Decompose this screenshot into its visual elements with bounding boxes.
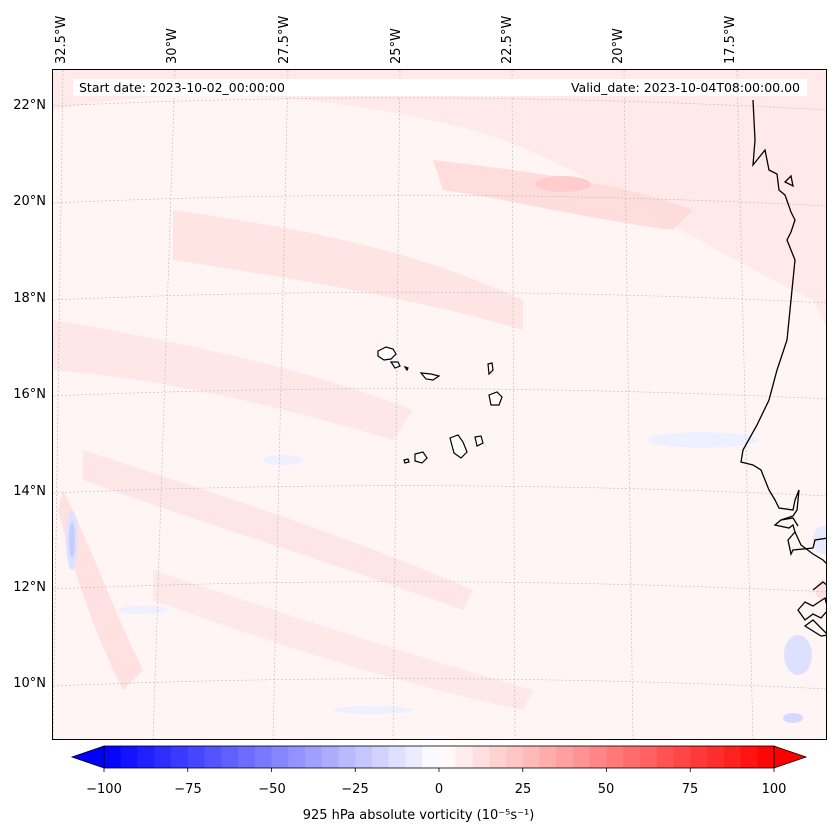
colorbar-segment	[171, 746, 189, 768]
island-maio	[474, 435, 484, 447]
colorbar-ticks	[103, 768, 775, 772]
colorbar-segment	[589, 746, 607, 768]
colorbar-segment	[204, 746, 222, 768]
colorbar-segment	[455, 746, 473, 768]
island-sao-vicente	[389, 361, 401, 369]
vorticity-field	[53, 70, 826, 723]
colorbar-segment	[656, 746, 674, 768]
colorbar-segment	[338, 746, 356, 768]
lon-label-20w: 20°W	[611, 28, 626, 64]
colorbar-segment	[740, 746, 758, 768]
colorbar-segment	[405, 746, 423, 768]
colorbar-segment	[489, 746, 507, 768]
colorbar-segment	[388, 746, 406, 768]
colorbar-tick-label: −75	[174, 782, 202, 797]
colorbar-segment	[288, 746, 306, 768]
date-header-strip	[73, 79, 807, 96]
africa-coastline	[740, 99, 826, 556]
colorbar-segment	[422, 746, 440, 768]
colorbar-tick-label: −25	[341, 782, 369, 797]
colorbar-segment	[305, 746, 323, 768]
colorbar-segment	[355, 746, 373, 768]
colorbar-segment	[221, 746, 239, 768]
lat-label-22n: 22°N	[13, 98, 46, 113]
lat-label-18n: 18°N	[13, 291, 46, 306]
lat-label-12n: 12°N	[13, 580, 46, 595]
colorbar-segment	[757, 746, 775, 768]
lat-label-14n: 14°N	[13, 484, 46, 499]
vorticity-map	[53, 70, 826, 739]
colorbar-tick-label: 50	[597, 782, 615, 797]
valid-date-label: Valid_date: 2023-10-04T08:00:00.00	[570, 80, 800, 95]
colorbar-segment	[254, 746, 272, 768]
lon-label-32-5w: 32.5°W	[54, 15, 69, 64]
colorbar-tick-label: −100	[86, 782, 122, 797]
colorbar-segment	[238, 746, 256, 768]
lon-label-25w: 25°W	[389, 28, 404, 64]
colorbar-segment	[271, 746, 289, 768]
colorbar-segment	[372, 746, 390, 768]
island-santa-luzia	[403, 365, 409, 372]
island-santo-antao	[377, 346, 397, 361]
colorbar-label: 925 hPa absolute vorticity (10⁻⁵s⁻¹)	[302, 808, 535, 823]
lon-label-22-5w: 22.5°W	[500, 15, 515, 64]
lat-label-16n: 16°N	[13, 387, 46, 402]
colorbar-segment	[104, 746, 122, 768]
colorbar-segment	[707, 746, 725, 768]
island-santiago	[449, 434, 468, 459]
colorbar-segment	[137, 746, 155, 768]
colorbar-segment	[606, 746, 624, 768]
colorbar-segment	[120, 746, 138, 768]
colorbar-segment	[640, 746, 658, 768]
colorbar-segment	[154, 746, 172, 768]
colorbar-tick-label: 25	[514, 782, 532, 797]
colorbar-tick-label: 75	[681, 782, 699, 797]
colorbar-segment	[439, 746, 457, 768]
lat-label-20n: 20°N	[13, 194, 46, 209]
colorbar-segment	[539, 746, 557, 768]
lon-label-27-5w: 27.5°W	[277, 15, 292, 64]
island-sal	[487, 362, 494, 376]
start-date-label: Start date: 2023-10-02_00:00:00	[79, 80, 285, 95]
colorbar-tick-label: 0	[434, 782, 444, 797]
colorbar-segment	[690, 746, 708, 768]
island-sao-nicolau	[419, 372, 441, 381]
coastline	[740, 99, 826, 637]
colorbar-segment	[472, 746, 490, 768]
colorbar-segment	[623, 746, 641, 768]
colorbar-segment	[723, 746, 741, 768]
colorbar-max-extend	[773, 745, 808, 769]
lon-label-30w: 30°W	[165, 28, 180, 64]
graticule	[53, 70, 826, 739]
colorbar-tick-label: 100	[761, 782, 787, 797]
lat-label-10n: 10°N	[13, 676, 46, 691]
island-brava	[403, 458, 410, 464]
colorbar-segment	[573, 746, 591, 768]
island-boa-vista	[488, 391, 503, 406]
colorbar-segment	[321, 746, 339, 768]
lon-label-17-5w: 17.5°W	[723, 15, 738, 64]
colorbar-segment	[673, 746, 691, 768]
colorbar-segment	[187, 746, 205, 768]
islands	[377, 346, 503, 464]
colorbar-segment	[506, 746, 524, 768]
colorbar	[70, 745, 808, 772]
colorbar-segment	[556, 746, 574, 768]
colorbar-tick-label: −50	[258, 782, 286, 797]
colorbar-min-extend	[70, 745, 105, 769]
colorbar-segments	[104, 746, 775, 768]
colorbar-segment	[522, 746, 540, 768]
island-fogo	[414, 451, 428, 464]
map-panel: Start date: 2023-10-02_00:00:00 Valid_da…	[52, 69, 827, 740]
